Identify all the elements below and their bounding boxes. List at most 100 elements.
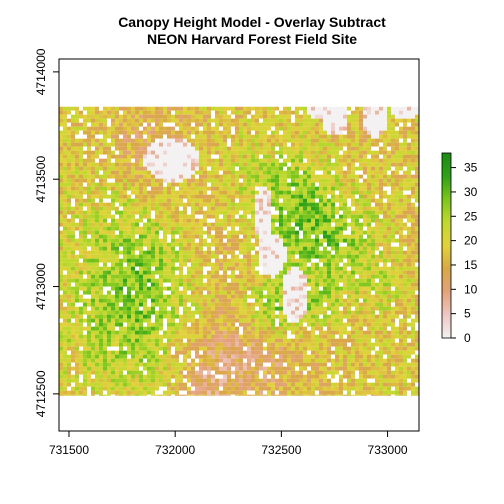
raster-cell: [347, 250, 351, 255]
raster-cell: [331, 222, 335, 227]
raster-cell: [351, 286, 355, 291]
raster-cell: [375, 226, 379, 231]
raster-cell: [247, 106, 251, 111]
raster-cell: [183, 298, 187, 303]
raster-cell: [411, 142, 415, 147]
raster-cell: [171, 142, 175, 147]
raster-cell: [351, 294, 355, 299]
raster-cell: [391, 318, 395, 323]
raster-cell: [223, 318, 227, 323]
raster-cell: [71, 202, 75, 207]
raster-cell: [299, 202, 303, 207]
raster-cell: [79, 142, 83, 147]
raster-cell: [135, 122, 139, 127]
raster-cell: [207, 294, 211, 299]
raster-cell: [207, 114, 211, 119]
raster-cell: [327, 186, 331, 191]
raster-cell: [143, 262, 147, 267]
raster-cell: [147, 110, 151, 115]
raster-cell: [75, 294, 79, 299]
raster-cell: [223, 242, 227, 247]
raster-cell: [279, 118, 283, 123]
raster-cell: [239, 202, 243, 207]
raster-cell: [343, 250, 347, 255]
raster-cell: [167, 122, 171, 127]
raster-cell: [103, 230, 107, 235]
raster-cell: [71, 126, 75, 131]
raster-cell: [307, 302, 311, 307]
raster-cell: [279, 174, 283, 179]
raster-cell: [131, 134, 135, 139]
raster-cell: [283, 306, 287, 311]
raster-cell: [299, 246, 303, 251]
raster-cell: [135, 238, 139, 243]
raster-cell: [391, 302, 395, 307]
raster-cell: [239, 130, 243, 135]
raster-cell: [91, 246, 95, 251]
raster-cell: [175, 170, 179, 175]
raster-cell: [283, 258, 287, 263]
raster-cell: [247, 126, 251, 131]
raster-cell: [415, 302, 419, 307]
raster-cell: [375, 278, 379, 283]
raster-cell: [283, 242, 287, 247]
raster-cell: [251, 150, 255, 155]
raster-cell: [163, 174, 167, 179]
raster-cell: [59, 178, 63, 183]
raster-cell: [187, 214, 191, 219]
raster-cell: [159, 194, 163, 199]
raster-cell: [331, 218, 335, 223]
raster-cell: [395, 230, 399, 235]
raster-cell: [127, 218, 131, 223]
raster-cell: [71, 294, 75, 299]
raster-cell: [223, 142, 227, 147]
raster-cell: [135, 210, 139, 215]
raster-cell: [323, 134, 327, 139]
raster-cell: [223, 206, 227, 211]
raster-cell: [243, 314, 247, 319]
raster-cell: [63, 178, 67, 183]
raster-cell: [343, 258, 347, 263]
raster-cell: [83, 262, 87, 267]
raster-cell: [247, 210, 251, 215]
raster-cell: [235, 134, 239, 139]
raster-cell: [239, 298, 243, 303]
raster-cell: [299, 118, 303, 123]
raster-cell: [387, 274, 391, 279]
raster-cell: [235, 278, 239, 283]
raster-cell: [315, 158, 319, 163]
raster-cell: [383, 182, 387, 187]
raster-cell: [195, 142, 199, 147]
raster-cell: [307, 214, 311, 219]
raster-cell: [115, 298, 119, 303]
raster-cell: [235, 222, 239, 227]
raster-cell: [247, 194, 251, 199]
raster-cell: [147, 302, 151, 307]
raster-cell: [307, 162, 311, 167]
raster-cell: [103, 150, 107, 155]
raster-cell: [143, 314, 147, 319]
raster-cell: [79, 258, 83, 263]
raster-cell: [295, 242, 299, 247]
raster-cell: [231, 110, 235, 115]
raster-cell: [235, 142, 239, 147]
raster-cell: [67, 146, 71, 151]
raster-cell: [395, 110, 399, 115]
raster-cell: [271, 238, 275, 243]
raster-cell: [295, 206, 299, 211]
raster-cell: [379, 306, 383, 311]
raster-cell: [215, 158, 219, 163]
raster-cell: [371, 146, 375, 151]
raster-cell: [103, 298, 107, 303]
raster-cell: [63, 202, 67, 207]
raster-cell: [359, 126, 363, 131]
raster-cell: [323, 166, 327, 171]
raster-cell: [183, 198, 187, 203]
raster-cell: [255, 278, 259, 283]
raster-cell: [403, 294, 407, 299]
raster-cell: [295, 106, 299, 111]
raster-cell: [183, 302, 187, 307]
raster-cell: [191, 254, 195, 259]
raster-cell: [371, 306, 375, 311]
raster-cell: [147, 146, 151, 151]
